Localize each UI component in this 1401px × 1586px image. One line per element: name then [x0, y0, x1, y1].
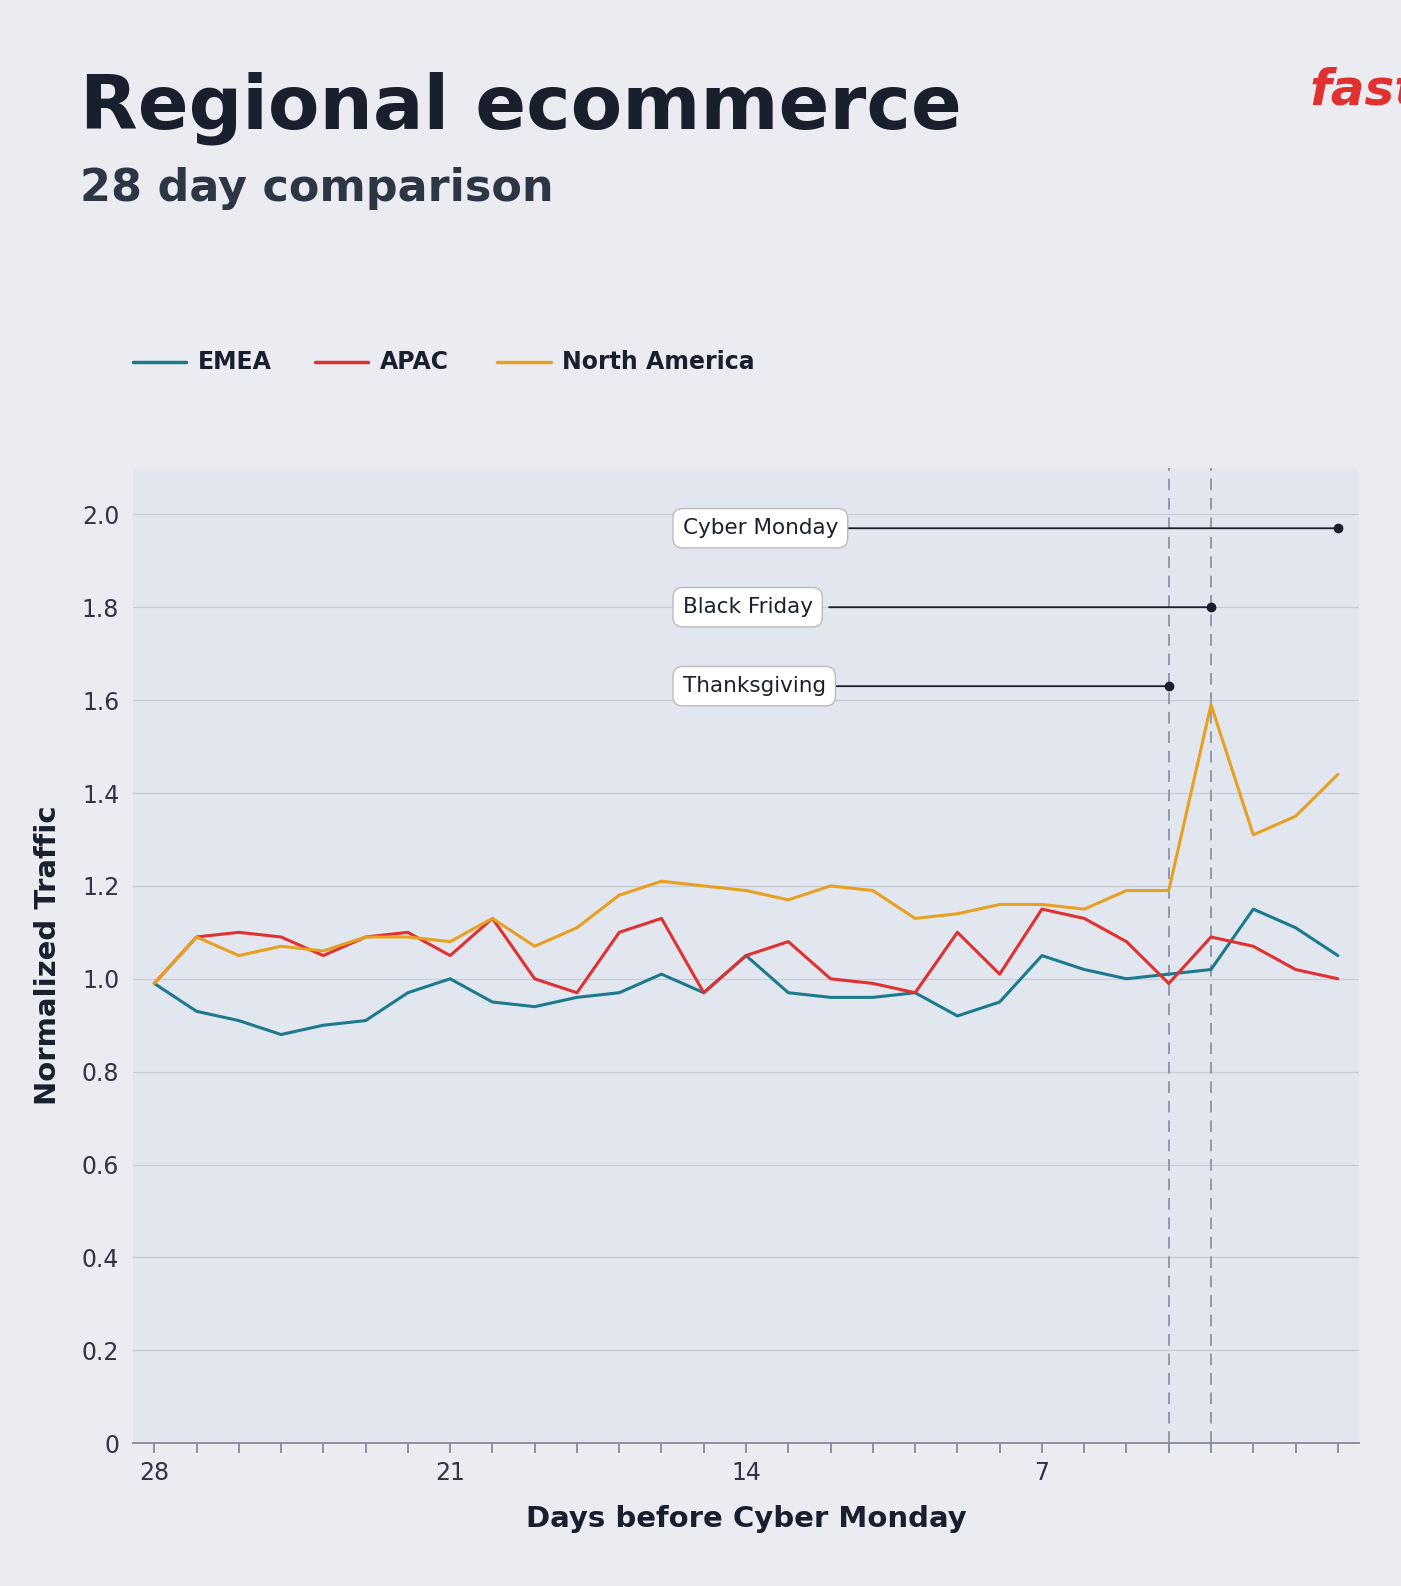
Text: North America: North America — [562, 349, 754, 374]
Y-axis label: Normalized Traffic: Normalized Traffic — [34, 806, 62, 1105]
Text: 28 day comparison: 28 day comparison — [80, 167, 553, 209]
X-axis label: Days before Cyber Monday: Days before Cyber Monday — [525, 1505, 967, 1532]
Text: Regional ecommerce: Regional ecommerce — [80, 71, 961, 144]
Text: fastly.: fastly. — [1310, 67, 1401, 114]
Text: EMEA: EMEA — [198, 349, 272, 374]
Text: Black Friday: Black Friday — [682, 598, 813, 617]
Text: Cyber Monday: Cyber Monday — [682, 519, 838, 538]
Text: APAC: APAC — [380, 349, 448, 374]
Text: Thanksgiving: Thanksgiving — [682, 676, 825, 696]
